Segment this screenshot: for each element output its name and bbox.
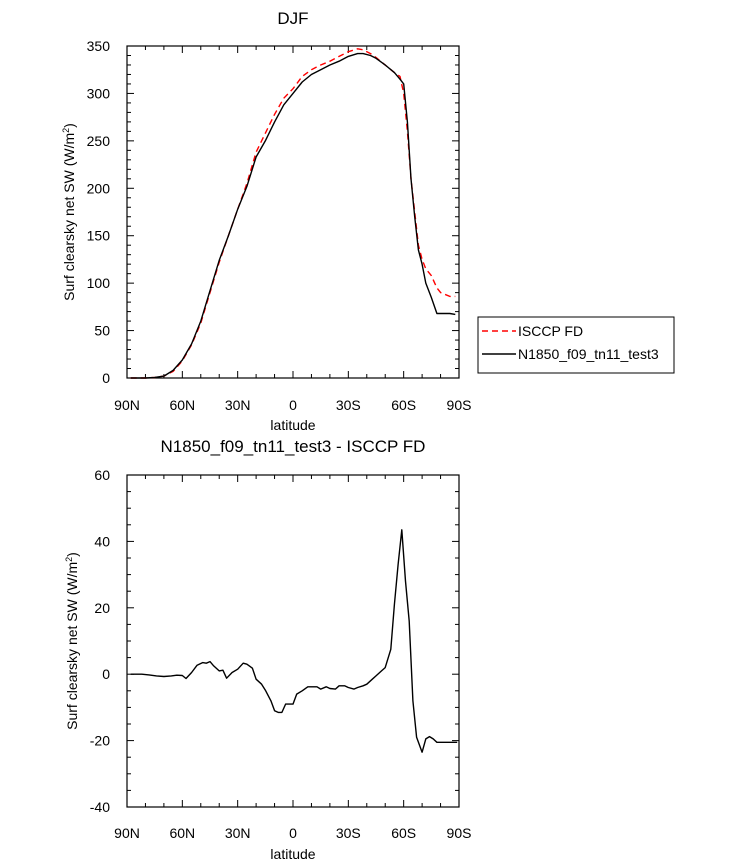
y-tick-label: -40 [90, 799, 110, 815]
panel-top-y-axis-label: Surf clearsky net SW (W/m2) [61, 123, 77, 301]
series-line-model [130, 52, 456, 379]
panel-top-series-group [130, 48, 456, 379]
x-tick-label: 30S [336, 825, 361, 841]
panel-bottom-y-tick-labels: -40 -20 0 20 40 60 [90, 467, 110, 815]
panel-bottom-plot-frame [126, 474, 460, 808]
series-line-difference [130, 529, 458, 753]
x-tick-label: 60N [169, 397, 195, 413]
x-tick-label: 90S [447, 397, 472, 413]
x-tick-label: 0 [289, 397, 297, 413]
panel-top-plot-frame [126, 45, 460, 379]
y-tick-label: 0 [102, 370, 110, 386]
y-tick-label: 40 [94, 533, 110, 549]
x-tick-label: 60S [391, 825, 416, 841]
y-tick-label: 100 [87, 275, 111, 291]
x-tick-label: 30N [225, 825, 251, 841]
legend-box [477, 316, 675, 374]
series-line-isccp-fd [130, 48, 456, 379]
x-tick-label: 30N [225, 397, 251, 413]
panel-top-y-tick-labels: 0 50 100 150 200 250 300 350 [87, 38, 111, 386]
y-tick-label: 150 [87, 228, 111, 244]
x-tick-label: 90N [114, 825, 140, 841]
x-tick-label: 90S [447, 825, 472, 841]
panel-bottom-series-group [130, 529, 458, 753]
y-tick-label: 200 [87, 180, 111, 196]
panel-bottom-x-axis-label: latitude [270, 846, 315, 862]
panel-top-tick-marks [126, 45, 460, 379]
y-tick-label: 350 [87, 38, 111, 54]
x-tick-label: 60N [169, 825, 195, 841]
y-tick-label: 250 [87, 133, 111, 149]
y-tick-label: 0 [102, 666, 110, 682]
panel-bottom-title: N1850_f09_tn11_test3 - ISCCP FD [161, 437, 426, 456]
x-tick-label: 90N [114, 397, 140, 413]
panel-top-x-axis-label: latitude [270, 417, 315, 433]
panel-top-x-tick-labels: 90N 60N 30N 0 30S 60S 90S [114, 397, 471, 413]
panel-bottom-tick-marks [126, 474, 460, 808]
legend-label-model: N1850_f09_tn11_test3 [518, 346, 659, 362]
panel-top-title: DJF [277, 9, 308, 28]
panel-bottom: N1850_f09_tn11_test3 - ISCCP FD -40 -20 … [64, 437, 471, 862]
legend: ISCCP FD N1850_f09_tn11_test3 [477, 316, 675, 374]
x-tick-label: 0 [289, 825, 297, 841]
panel-bottom-x-tick-labels: 90N 60N 30N 0 30S 60S 90S [114, 825, 471, 841]
y-tick-label: 50 [94, 323, 110, 339]
y-tick-label: -20 [90, 733, 110, 749]
y-tick-label: 300 [87, 85, 111, 101]
panel-top: DJF 0 50 100 150 200 250 300 350 90N 60N… [61, 9, 471, 433]
legend-label-isccp: ISCCP FD [518, 323, 583, 339]
x-tick-label: 30S [336, 397, 361, 413]
panel-bottom-y-axis-label: Surf clearsky net SW (W/m2) [64, 552, 80, 730]
y-tick-label: 60 [94, 467, 110, 483]
y-tick-label: 20 [94, 600, 110, 616]
x-tick-label: 60S [391, 397, 416, 413]
